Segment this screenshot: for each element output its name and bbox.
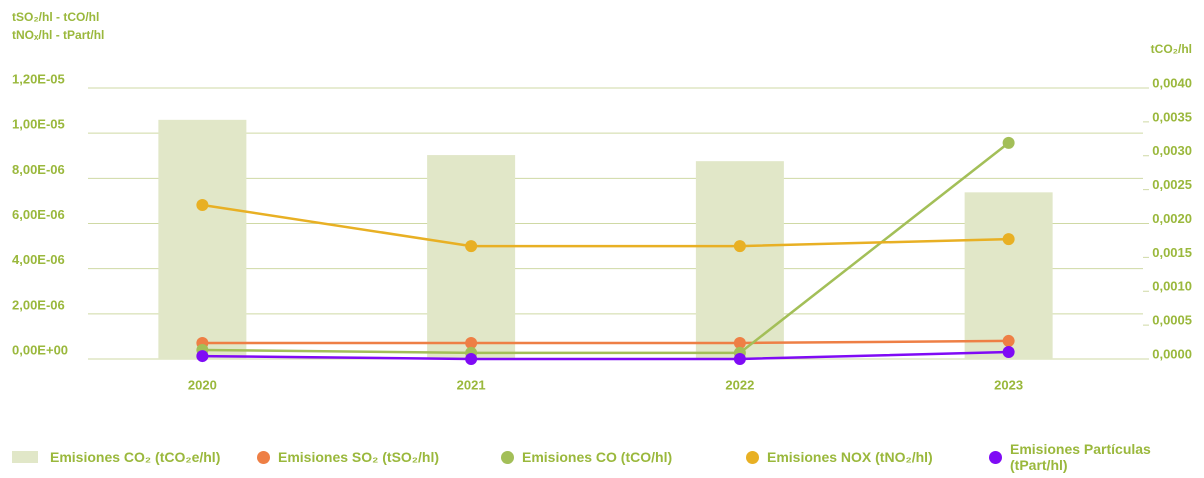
- point: [465, 240, 478, 253]
- point: [733, 240, 746, 253]
- bar: [964, 192, 1053, 359]
- x-tick-label: 2022: [725, 377, 754, 392]
- point: [1002, 345, 1015, 358]
- legend-item: Emisiones SO₂ (tSO₂/hl): [257, 436, 497, 478]
- y2-tick-label: 0,0020: [1152, 211, 1192, 226]
- bar: [695, 161, 784, 359]
- line: [202, 203, 1009, 248]
- bar: [427, 155, 516, 359]
- y-axis-title: tNOₓ/hl - tPart/hl: [12, 28, 104, 42]
- y-tick-label: 6,00E-06: [12, 207, 65, 222]
- y2-tick-label: 0,0000: [1152, 346, 1192, 361]
- line: [202, 141, 1010, 355]
- point: [1002, 334, 1015, 347]
- point: [465, 336, 478, 349]
- y2-tick-label: 0,0035: [1152, 109, 1192, 124]
- x-tick-label: 2020: [188, 377, 217, 392]
- line: [202, 350, 1009, 361]
- y2-tick-label: 0,0015: [1152, 245, 1192, 260]
- y2-tick-label: 0,0030: [1152, 143, 1192, 158]
- chart: tSO₂/hl - tCO/hl tNOₓ/hl - tPart/hl tCO₂…: [12, 10, 1192, 392]
- y-tick-label: 1,00E-05: [12, 117, 65, 132]
- bar: [158, 119, 247, 359]
- legend: Emisiones CO₂ (tCO₂e/hl) Emisiones SO₂ (t…: [0, 436, 1204, 478]
- point: [1002, 233, 1015, 246]
- point: [1002, 136, 1015, 149]
- point: [733, 353, 746, 365]
- y-tick-label: 1,20E-05: [12, 71, 65, 86]
- y-tick-label: 4,00E-06: [12, 252, 65, 267]
- point: [196, 198, 209, 211]
- line: [202, 339, 1009, 345]
- legend-item: Emisiones CO₂ (tCO₂e/hl): [12, 436, 252, 478]
- legend-label: Emisiones SO₂ (tSO₂/hl): [278, 449, 440, 465]
- y2-tick-label: 0,0005: [1152, 313, 1192, 328]
- legend-swatch: [12, 451, 38, 463]
- x-tick-label: 2023: [994, 377, 1023, 392]
- x-tick-label: 2021: [457, 377, 486, 392]
- legend-label: Emisiones NOX (tNO₂/hl): [767, 449, 933, 465]
- legend-label: Emisiones CO (tCO/hl): [522, 449, 673, 465]
- legend-item: Emisiones Partículas (tPart/hl): [989, 436, 1159, 478]
- point: [196, 350, 209, 363]
- legend-swatch: [257, 450, 270, 464]
- y2-tick-label: 0,0040: [1152, 75, 1192, 90]
- y2-tick-label: 0,0010: [1152, 279, 1192, 294]
- y2-axis-title: tCO₂/hl: [1151, 42, 1192, 56]
- legend-item: Emisiones NOX (tNO₂/hl): [746, 436, 986, 478]
- legend-label: Emisiones CO₂ (tCO₂e/hl): [50, 449, 221, 465]
- y2-tick-label: 0,0025: [1152, 177, 1192, 192]
- point: [465, 353, 478, 365]
- point: [733, 336, 746, 349]
- legend-label: Emisiones Partículas (tPart/hl): [1010, 441, 1151, 473]
- legend-swatch: [989, 450, 1002, 464]
- grid: [88, 87, 1143, 360]
- legend-item: Emisiones CO (tCO/hl): [501, 436, 741, 478]
- y-tick-label: 0,00E+00: [12, 342, 68, 357]
- y-axis-title: tSO₂/hl - tCO/hl: [12, 10, 99, 24]
- legend-swatch: [746, 450, 759, 464]
- y-tick-label: 8,00E-06: [12, 162, 65, 177]
- y-tick-label: 2,00E-06: [12, 297, 65, 312]
- legend-swatch: [501, 450, 514, 464]
